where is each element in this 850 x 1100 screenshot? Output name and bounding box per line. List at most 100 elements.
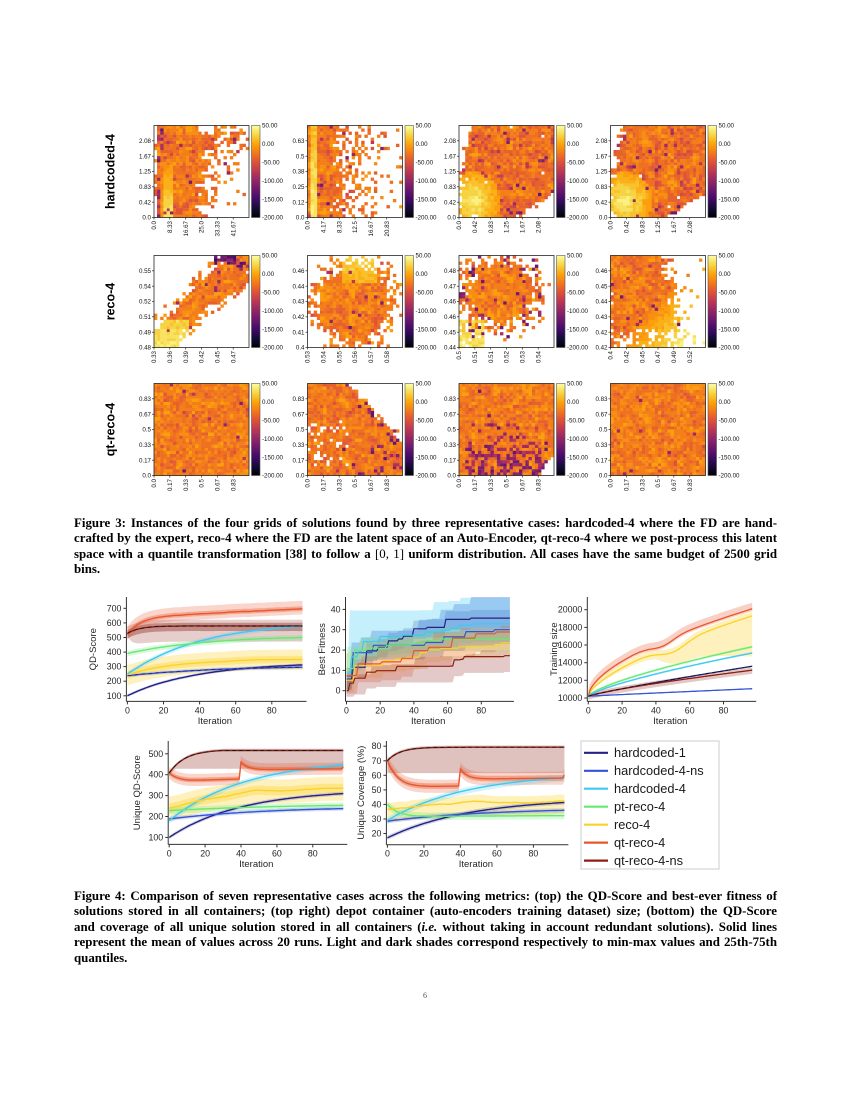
svg-text:hardcoded-1: hardcoded-1 [614, 745, 686, 760]
svg-text:0.47: 0.47 [444, 283, 457, 290]
svg-text:0.54: 0.54 [321, 350, 328, 363]
svg-text:300: 300 [107, 662, 122, 672]
svg-text:0.17: 0.17 [624, 478, 631, 491]
svg-text:-100.00: -100.00 [262, 308, 284, 315]
svg-text:0.33: 0.33 [139, 442, 152, 449]
svg-text:50: 50 [372, 785, 382, 795]
svg-text:0.5: 0.5 [296, 153, 305, 160]
svg-text:0.54: 0.54 [535, 350, 542, 363]
svg-text:0.53: 0.53 [305, 350, 312, 363]
svg-text:0.36: 0.36 [167, 350, 174, 363]
svg-text:2.08: 2.08 [139, 138, 152, 145]
svg-text:20: 20 [617, 705, 627, 715]
svg-text:0.45: 0.45 [215, 350, 222, 363]
svg-text:-150.00: -150.00 [416, 196, 438, 203]
svg-text:0.4: 0.4 [608, 350, 615, 359]
svg-text:-150.00: -150.00 [719, 196, 741, 203]
svg-text:0.83: 0.83 [384, 478, 391, 491]
svg-text:0.33: 0.33 [336, 478, 343, 491]
svg-text:Unique QD-Score: Unique QD-Score [132, 755, 143, 830]
svg-text:0.17: 0.17 [444, 457, 457, 464]
svg-text:0.5: 0.5 [447, 427, 456, 434]
svg-text:80: 80 [267, 705, 277, 715]
svg-text:0.17: 0.17 [139, 457, 152, 464]
svg-text:100: 100 [149, 832, 164, 842]
svg-text:0.47: 0.47 [230, 350, 237, 363]
svg-text:0.00: 0.00 [416, 271, 429, 278]
svg-text:16000: 16000 [558, 640, 583, 650]
svg-text:0.4: 0.4 [296, 345, 305, 352]
svg-text:0.0: 0.0 [456, 478, 463, 487]
svg-text:0.83: 0.83 [139, 184, 152, 191]
svg-text:-100.00: -100.00 [416, 308, 438, 315]
svg-text:200: 200 [107, 676, 122, 686]
svg-text:70: 70 [372, 756, 382, 766]
svg-text:0.83: 0.83 [230, 478, 237, 491]
svg-text:0.17: 0.17 [595, 457, 608, 464]
svg-text:50.00: 50.00 [719, 381, 735, 388]
svg-text:-150.00: -150.00 [719, 326, 741, 333]
svg-text:20: 20 [200, 848, 210, 858]
svg-text:-200.00: -200.00 [416, 345, 438, 352]
svg-text:-150.00: -150.00 [416, 454, 438, 461]
svg-text:0.00: 0.00 [567, 399, 580, 406]
svg-text:2.08: 2.08 [687, 220, 694, 233]
svg-text:-100.00: -100.00 [567, 308, 589, 315]
svg-text:-100.00: -100.00 [416, 178, 438, 185]
svg-text:Best Fitness: Best Fitness [317, 623, 328, 676]
svg-text:Unique Coverage (\%): Unique Coverage (\%) [356, 746, 367, 840]
svg-text:60: 60 [231, 705, 241, 715]
svg-text:Iteration: Iteration [198, 716, 232, 727]
svg-text:0.42: 0.42 [292, 314, 305, 321]
svg-text:-100.00: -100.00 [719, 308, 741, 315]
svg-text:-50.00: -50.00 [719, 290, 737, 297]
svg-text:0.48: 0.48 [444, 268, 457, 275]
svg-text:0.00: 0.00 [567, 141, 580, 148]
svg-text:14000: 14000 [558, 658, 583, 668]
svg-text:-200.00: -200.00 [719, 215, 741, 222]
svg-text:0.67: 0.67 [139, 411, 152, 418]
svg-text:8.33: 8.33 [167, 220, 174, 233]
svg-text:0.33: 0.33 [151, 350, 158, 363]
svg-text:-200.00: -200.00 [416, 215, 438, 222]
svg-text:0.83: 0.83 [687, 478, 694, 491]
svg-text:0.46: 0.46 [595, 268, 608, 275]
svg-text:0.52: 0.52 [139, 299, 152, 306]
svg-text:0.67: 0.67 [444, 411, 457, 418]
svg-text:-50.00: -50.00 [567, 160, 585, 167]
svg-text:-200.00: -200.00 [719, 345, 741, 352]
svg-text:0.25: 0.25 [292, 184, 305, 191]
svg-text:0.83: 0.83 [488, 220, 495, 233]
svg-text:0.63: 0.63 [292, 138, 305, 145]
svg-text:0.0: 0.0 [447, 473, 456, 480]
svg-text:20: 20 [419, 849, 429, 859]
svg-text:-150.00: -150.00 [567, 454, 589, 461]
svg-text:0.45: 0.45 [444, 329, 457, 336]
svg-text:1.25: 1.25 [444, 169, 457, 176]
svg-text:1.67: 1.67 [595, 153, 608, 160]
svg-text:20.83: 20.83 [384, 220, 391, 236]
svg-text:-100.00: -100.00 [567, 178, 589, 185]
svg-text:-50.00: -50.00 [719, 418, 737, 425]
svg-text:-150.00: -150.00 [416, 326, 438, 333]
svg-text:0.0: 0.0 [142, 215, 151, 222]
svg-text:1.67: 1.67 [520, 220, 527, 233]
svg-text:40: 40 [331, 604, 341, 614]
svg-text:0.42: 0.42 [139, 199, 152, 206]
svg-text:reco-4: reco-4 [104, 283, 118, 321]
svg-text:0.44: 0.44 [595, 299, 608, 306]
svg-text:qt-reco-4-ns: qt-reco-4-ns [614, 853, 683, 868]
svg-text:-100.00: -100.00 [262, 436, 284, 443]
svg-text:30: 30 [372, 814, 382, 824]
svg-text:700: 700 [107, 603, 122, 613]
svg-text:Iteration: Iteration [653, 716, 687, 727]
svg-text:0.17: 0.17 [321, 478, 328, 491]
svg-text:pt-reco-4: pt-reco-4 [614, 799, 665, 814]
svg-text:0.0: 0.0 [456, 220, 463, 229]
svg-text:0.33: 0.33 [292, 442, 305, 449]
svg-text:50.00: 50.00 [416, 123, 432, 130]
svg-text:0.5: 0.5 [352, 478, 359, 487]
svg-text:0.83: 0.83 [595, 396, 608, 403]
svg-text:0.33: 0.33 [488, 478, 495, 491]
svg-text:0.44: 0.44 [292, 283, 305, 290]
